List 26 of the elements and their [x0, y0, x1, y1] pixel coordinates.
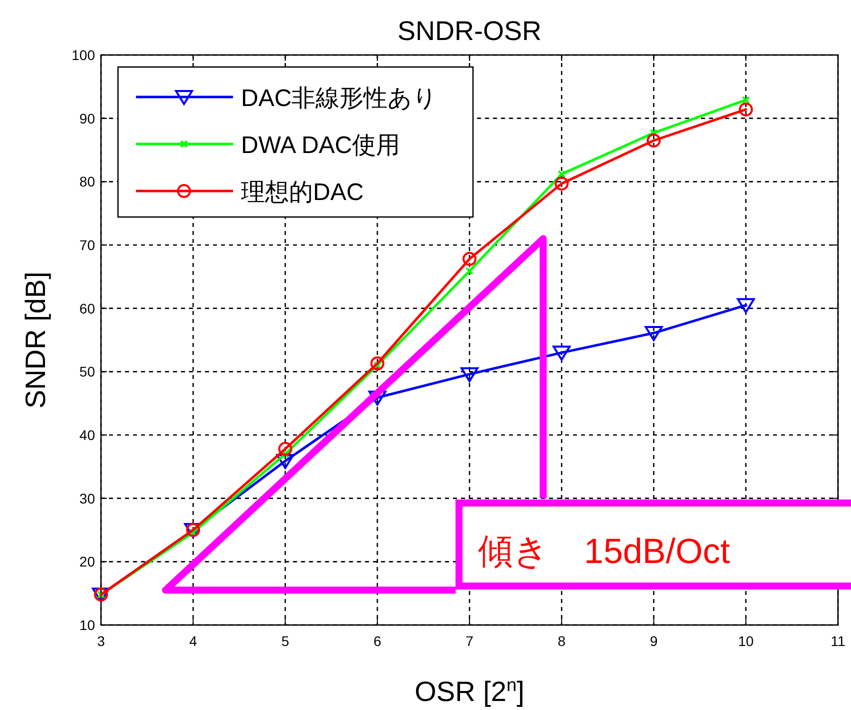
x-tick-label: 4 [189, 633, 198, 649]
x-axis-title: OSR [2$^{n}$] [414, 675, 524, 707]
y-tick-label: 20 [79, 554, 96, 570]
x-tick-label: 5 [281, 633, 290, 649]
x-tick-label: 8 [558, 633, 566, 649]
y-tick-label: 80 [79, 174, 96, 190]
y-axis-title: SNDR [dB] [20, 272, 51, 408]
x-tick-label: 7 [466, 633, 474, 649]
y-tick-label: 70 [79, 237, 96, 253]
y-tick-label: 30 [79, 490, 96, 506]
x-tick-label: 10 [738, 633, 754, 649]
legend-label: DWA DAC使用 [241, 132, 400, 159]
y-tick-label: 90 [79, 110, 96, 126]
x-tick-label: 6 [373, 633, 382, 649]
x-tick-label: 11 [830, 633, 846, 649]
y-tick-label: 100 [72, 47, 96, 63]
y-tick-label: 10 [79, 617, 96, 633]
x-tick-label: 9 [650, 633, 658, 649]
chart-title: SNDR-OSR [397, 16, 542, 46]
annotation: 傾き 15dB/Oct [478, 532, 730, 571]
y-tick-label: 50 [79, 364, 96, 380]
y-tick-label: 40 [79, 427, 96, 443]
legend-label: DAC非線形性あり [241, 85, 438, 112]
y-tick-label: 60 [79, 300, 96, 316]
legend-label: 理想的DAC [241, 179, 364, 206]
x-tick-label: 3 [97, 633, 106, 649]
